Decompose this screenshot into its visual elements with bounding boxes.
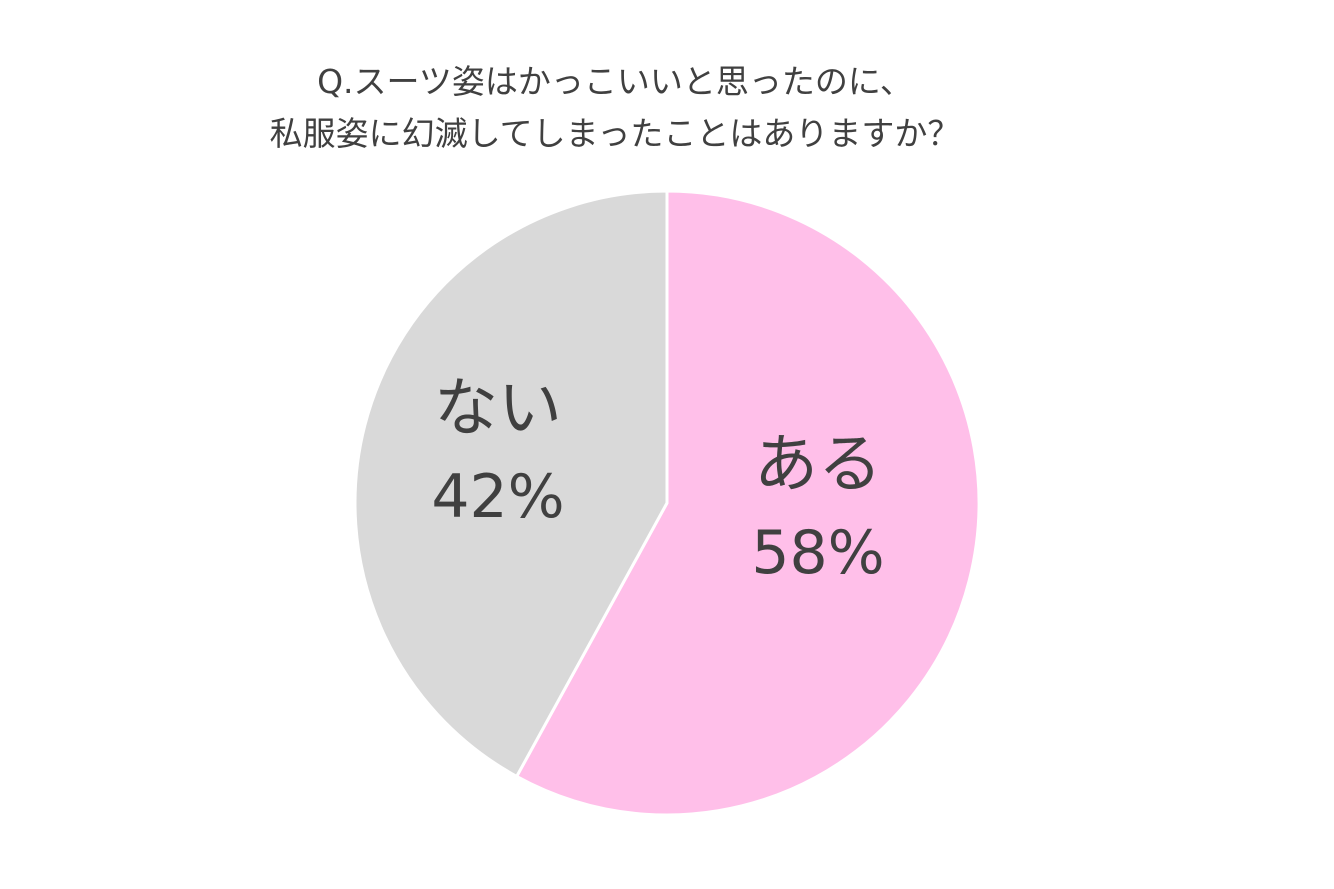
slice-label-nai: ない 42% [431,372,564,532]
chart-title-line-1: Q.スーツ姿はかっこいいと思ったのに、 [317,62,913,101]
chart-title-line-2: 私服姿に幻滅してしまったことはありますか？ [269,114,961,153]
chart-title: Q.スーツ姿はかっこいいと思ったのに、 私服姿に幻滅してしまったことはありますか… [0,56,1230,160]
pie-slices [353,189,981,817]
pie-slice-nai [353,189,669,778]
slice-value-aru: 58% [751,518,884,588]
slice-name-nai: ない [434,372,562,446]
slice-label-aru: ある 58% [751,428,884,588]
slice-value-nai: 42% [431,462,564,532]
slice-name-aru: ある [754,428,882,502]
pie-slice-aru [515,189,981,817]
